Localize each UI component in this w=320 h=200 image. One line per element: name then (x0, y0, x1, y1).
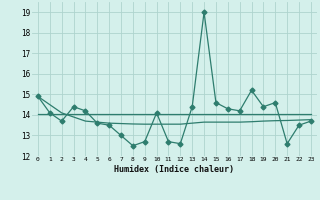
X-axis label: Humidex (Indice chaleur): Humidex (Indice chaleur) (115, 165, 234, 174)
